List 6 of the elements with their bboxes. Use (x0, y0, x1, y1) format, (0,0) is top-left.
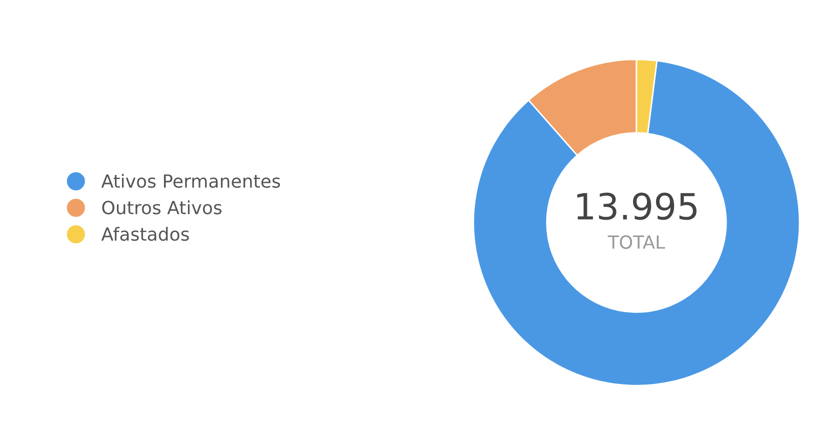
text: 13.995 (577, 192, 697, 220)
donut-slice (472, 60, 800, 386)
legend-label: Afastados (101, 226, 189, 241)
legend-label: Outros Ativos (102, 200, 222, 214)
text: TOTAL (608, 235, 666, 249)
legend-label: Ativos Permanentes (101, 174, 280, 188)
